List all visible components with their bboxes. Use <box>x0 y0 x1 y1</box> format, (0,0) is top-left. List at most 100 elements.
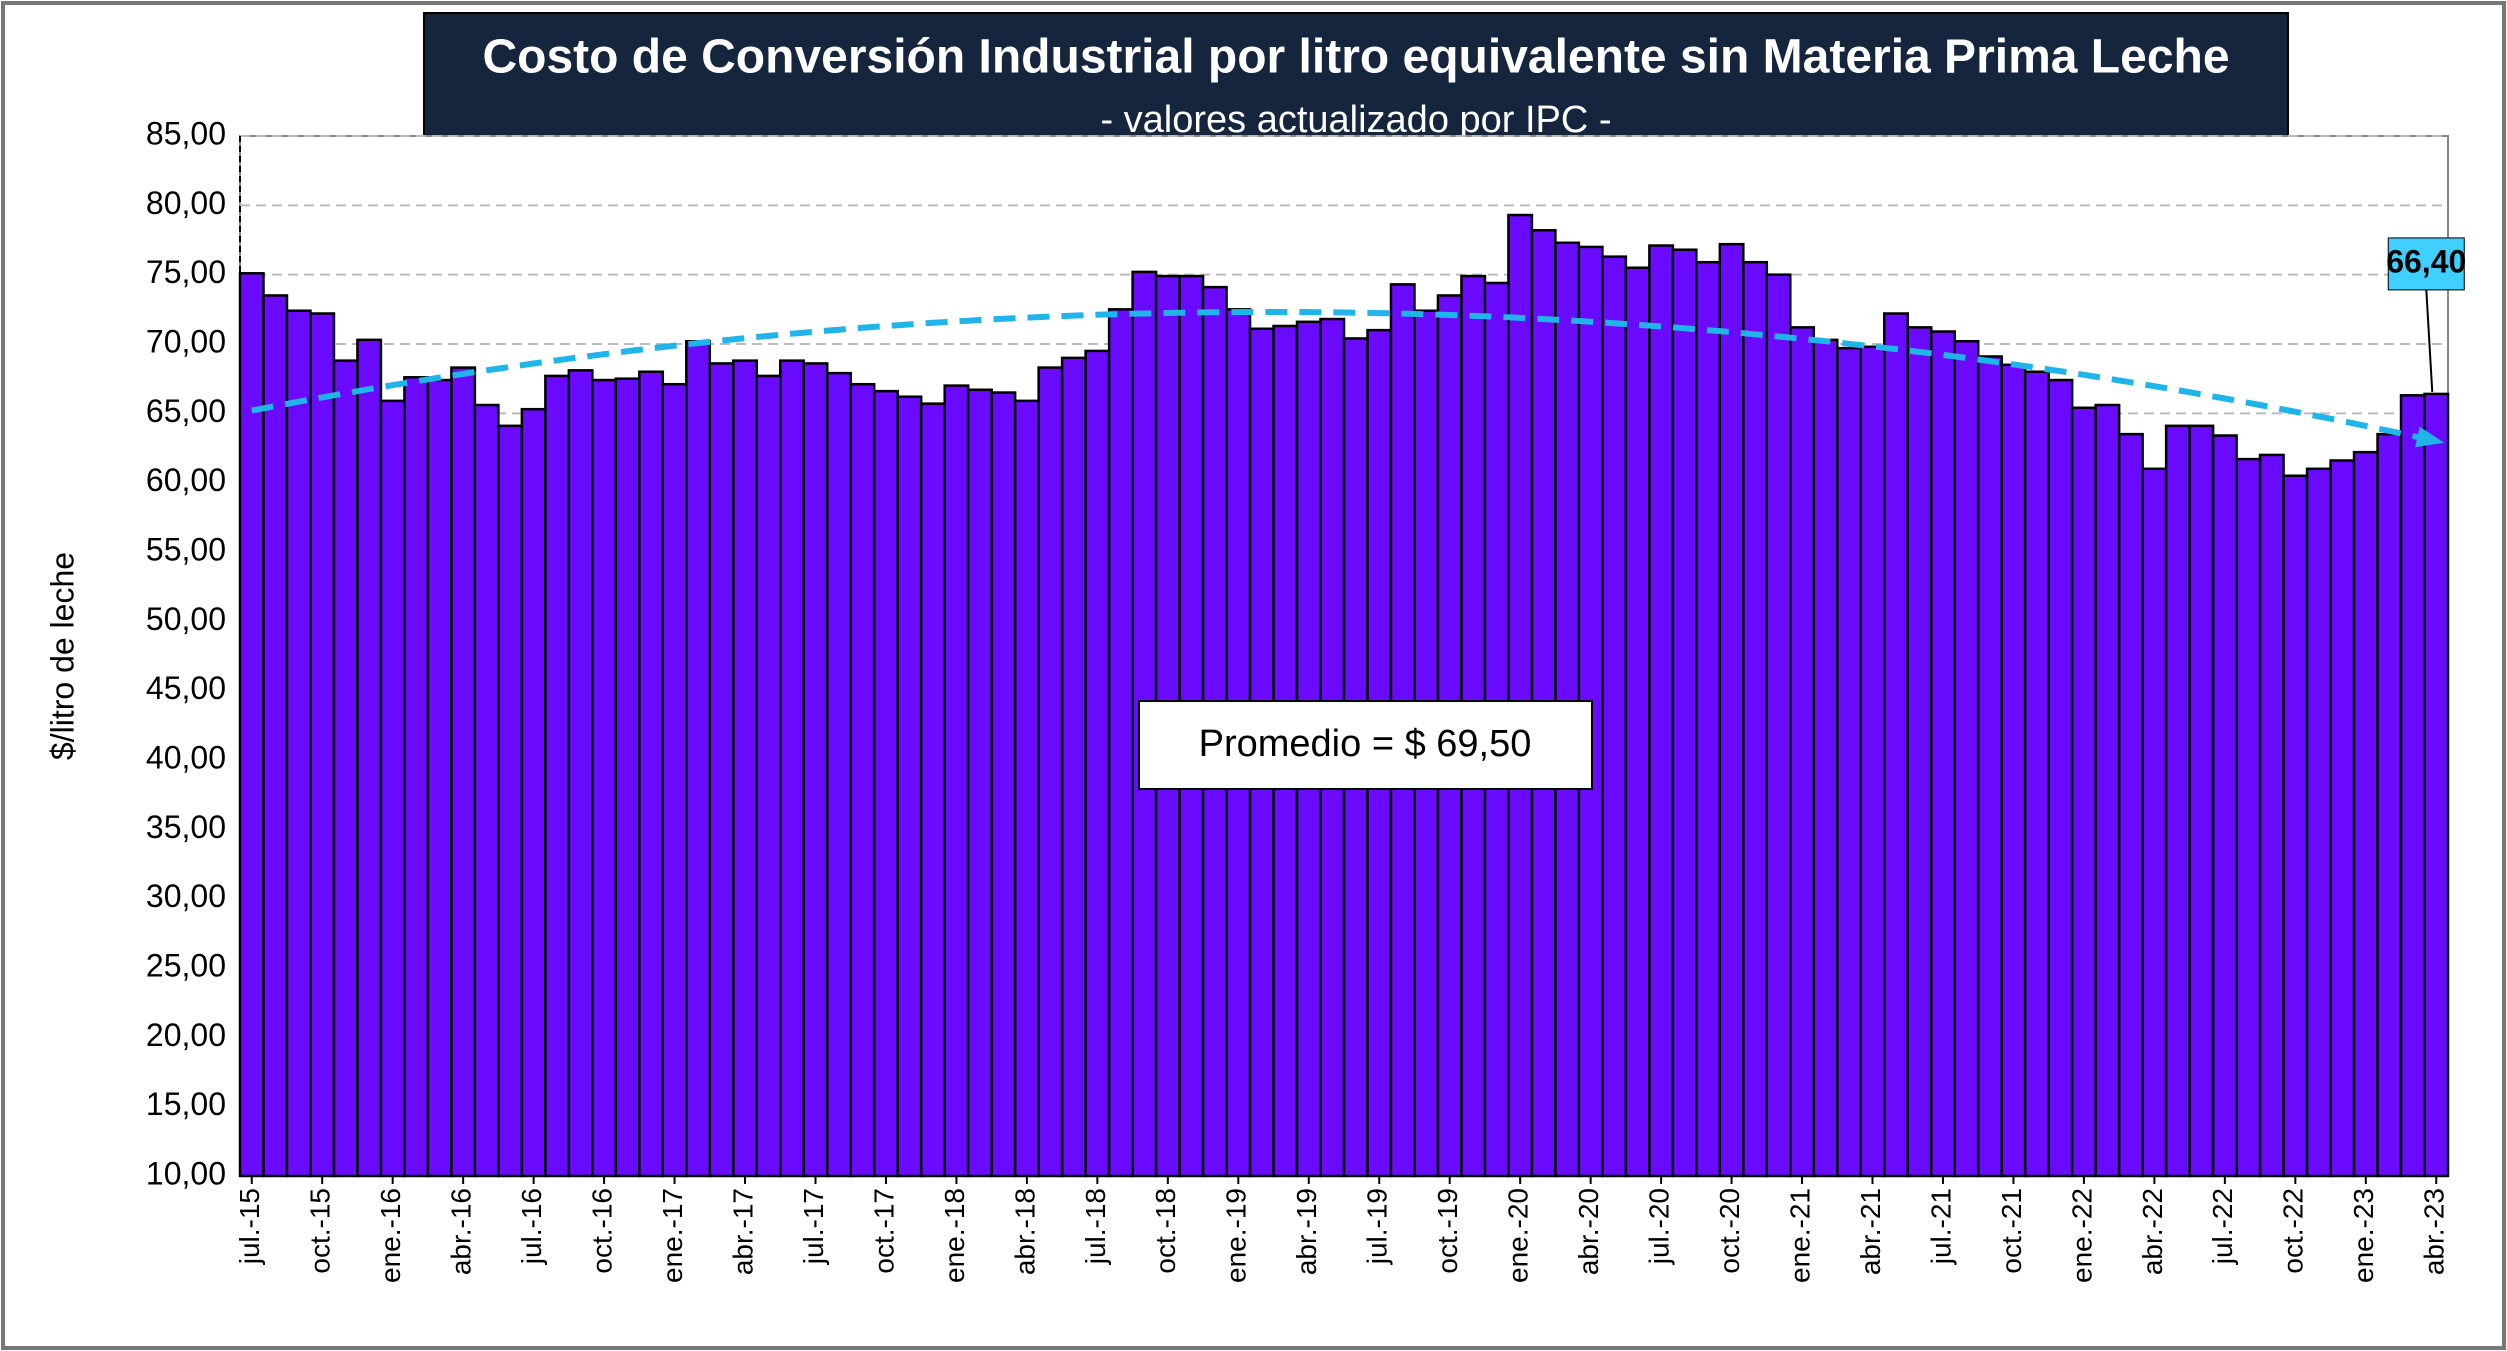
bar <box>990 391 1017 1178</box>
bar <box>1624 266 1651 1178</box>
x-tick-label: ene.-23 <box>2348 1188 2379 1283</box>
chart-title: Costo de Conversión Industrial por litro… <box>482 31 2229 84</box>
bar <box>661 382 688 1178</box>
x-tick-label: ene.-21 <box>1784 1188 1815 1283</box>
bar <box>919 402 946 1178</box>
bar <box>1037 366 1064 1178</box>
bar <box>1671 248 1698 1178</box>
x-tick-label: ene.-20 <box>1503 1188 1534 1283</box>
x-tick-label: ene.-19 <box>1221 1188 1252 1283</box>
x-tick-label: jul.-21 <box>1925 1188 1956 1265</box>
bar <box>966 388 993 1178</box>
x-tick-label: abr.-21 <box>1855 1188 1886 1275</box>
x-tick-label: oct.-20 <box>1714 1188 1745 1274</box>
bar <box>1742 260 1769 1178</box>
bar <box>2141 467 2168 1178</box>
chart-subtitle: - valores actualizado por IPC - <box>1100 99 1611 141</box>
bar <box>825 371 852 1178</box>
x-tick-label: oct.-18 <box>1150 1188 1181 1274</box>
bar <box>1507 213 1534 1178</box>
x-tick-label: oct.-22 <box>2278 1188 2309 1274</box>
bar <box>2047 378 2074 1178</box>
bar <box>1883 312 1909 1178</box>
x-tick-label: jul.-22 <box>2207 1188 2238 1265</box>
x-tick-label: abr.-18 <box>1009 1188 1040 1275</box>
x-tick-label: abr.-19 <box>1291 1188 1322 1275</box>
bar <box>2188 424 2215 1178</box>
bar <box>520 407 547 1178</box>
bar <box>614 377 641 1178</box>
bar <box>708 362 735 1178</box>
y-tick-label: 65,00 <box>146 393 226 429</box>
bar <box>1765 273 1792 1178</box>
x-tick-label: abr.-17 <box>727 1188 758 1275</box>
title-box <box>423 12 2289 158</box>
bar <box>2000 363 2027 1178</box>
x-tick-label: jul.-19 <box>1362 1188 1393 1265</box>
bar <box>309 312 336 1178</box>
bar <box>2023 370 2050 1178</box>
x-tick-label: abr.-16 <box>446 1188 477 1275</box>
x-tick-label: oct.-17 <box>868 1188 899 1274</box>
bar <box>2329 459 2356 1178</box>
bar <box>1812 338 1839 1178</box>
bar <box>802 362 829 1178</box>
x-tick-label: jul.-18 <box>1080 1188 1111 1265</box>
bar <box>1648 244 1675 1178</box>
x-tick-label: jul.-17 <box>798 1188 829 1265</box>
bar <box>497 424 524 1178</box>
bar <box>732 359 759 1178</box>
bar <box>2352 450 2379 1178</box>
bar <box>2094 403 2121 1178</box>
annotation-box <box>1138 700 1593 790</box>
bar <box>426 378 453 1178</box>
y-tick-label: 30,00 <box>146 878 226 914</box>
bar <box>1601 255 1628 1178</box>
x-tick-label: ene.-16 <box>375 1188 406 1283</box>
x-tick-label: oct.-16 <box>586 1188 617 1274</box>
bar <box>685 339 712 1178</box>
y-tick-label: 10,00 <box>146 1155 226 1191</box>
bar <box>1695 260 1722 1178</box>
bar <box>1718 242 1745 1178</box>
bar <box>262 294 289 1178</box>
y-tick-label: 45,00 <box>146 670 226 706</box>
bar <box>450 366 477 1178</box>
bar <box>1013 399 1040 1178</box>
bar <box>2164 424 2191 1178</box>
bar <box>779 359 805 1178</box>
bar <box>872 389 899 1178</box>
bar <box>2282 474 2309 1178</box>
x-tick-label: oct.-15 <box>305 1188 336 1274</box>
bar <box>403 376 430 1178</box>
bar <box>1060 356 1087 1178</box>
x-tick-label: abr.-22 <box>2137 1188 2168 1275</box>
bar <box>755 374 782 1178</box>
bar <box>1084 349 1111 1178</box>
bar <box>1859 345 1886 1178</box>
trendline <box>251 309 2437 445</box>
x-tick-label: oct.-19 <box>1432 1188 1463 1274</box>
bar <box>2211 434 2238 1178</box>
y-tick-label: 25,00 <box>146 947 226 983</box>
bar <box>638 370 665 1178</box>
y-tick-label: 70,00 <box>146 323 226 359</box>
bar <box>1976 355 2003 1178</box>
x-tick-label: jul.-20 <box>1643 1188 1674 1265</box>
bar <box>567 369 594 1178</box>
x-tick-label: jul.-15 <box>234 1188 265 1265</box>
bar <box>591 378 618 1178</box>
bar <box>544 374 571 1178</box>
y-tick-label: 80,00 <box>146 185 226 221</box>
bar <box>1107 308 1134 1178</box>
y-tick-label: 20,00 <box>146 1017 226 1053</box>
x-tick-label: abr.-20 <box>1573 1188 1604 1275</box>
bar <box>2258 453 2285 1178</box>
y-tick-label: 35,00 <box>146 809 226 845</box>
bar <box>2117 432 2144 1178</box>
annotation: Promedio = $ 69,50 <box>1199 723 1532 765</box>
bar <box>379 399 406 1178</box>
bar <box>2423 392 2450 1178</box>
bar <box>2376 432 2403 1178</box>
